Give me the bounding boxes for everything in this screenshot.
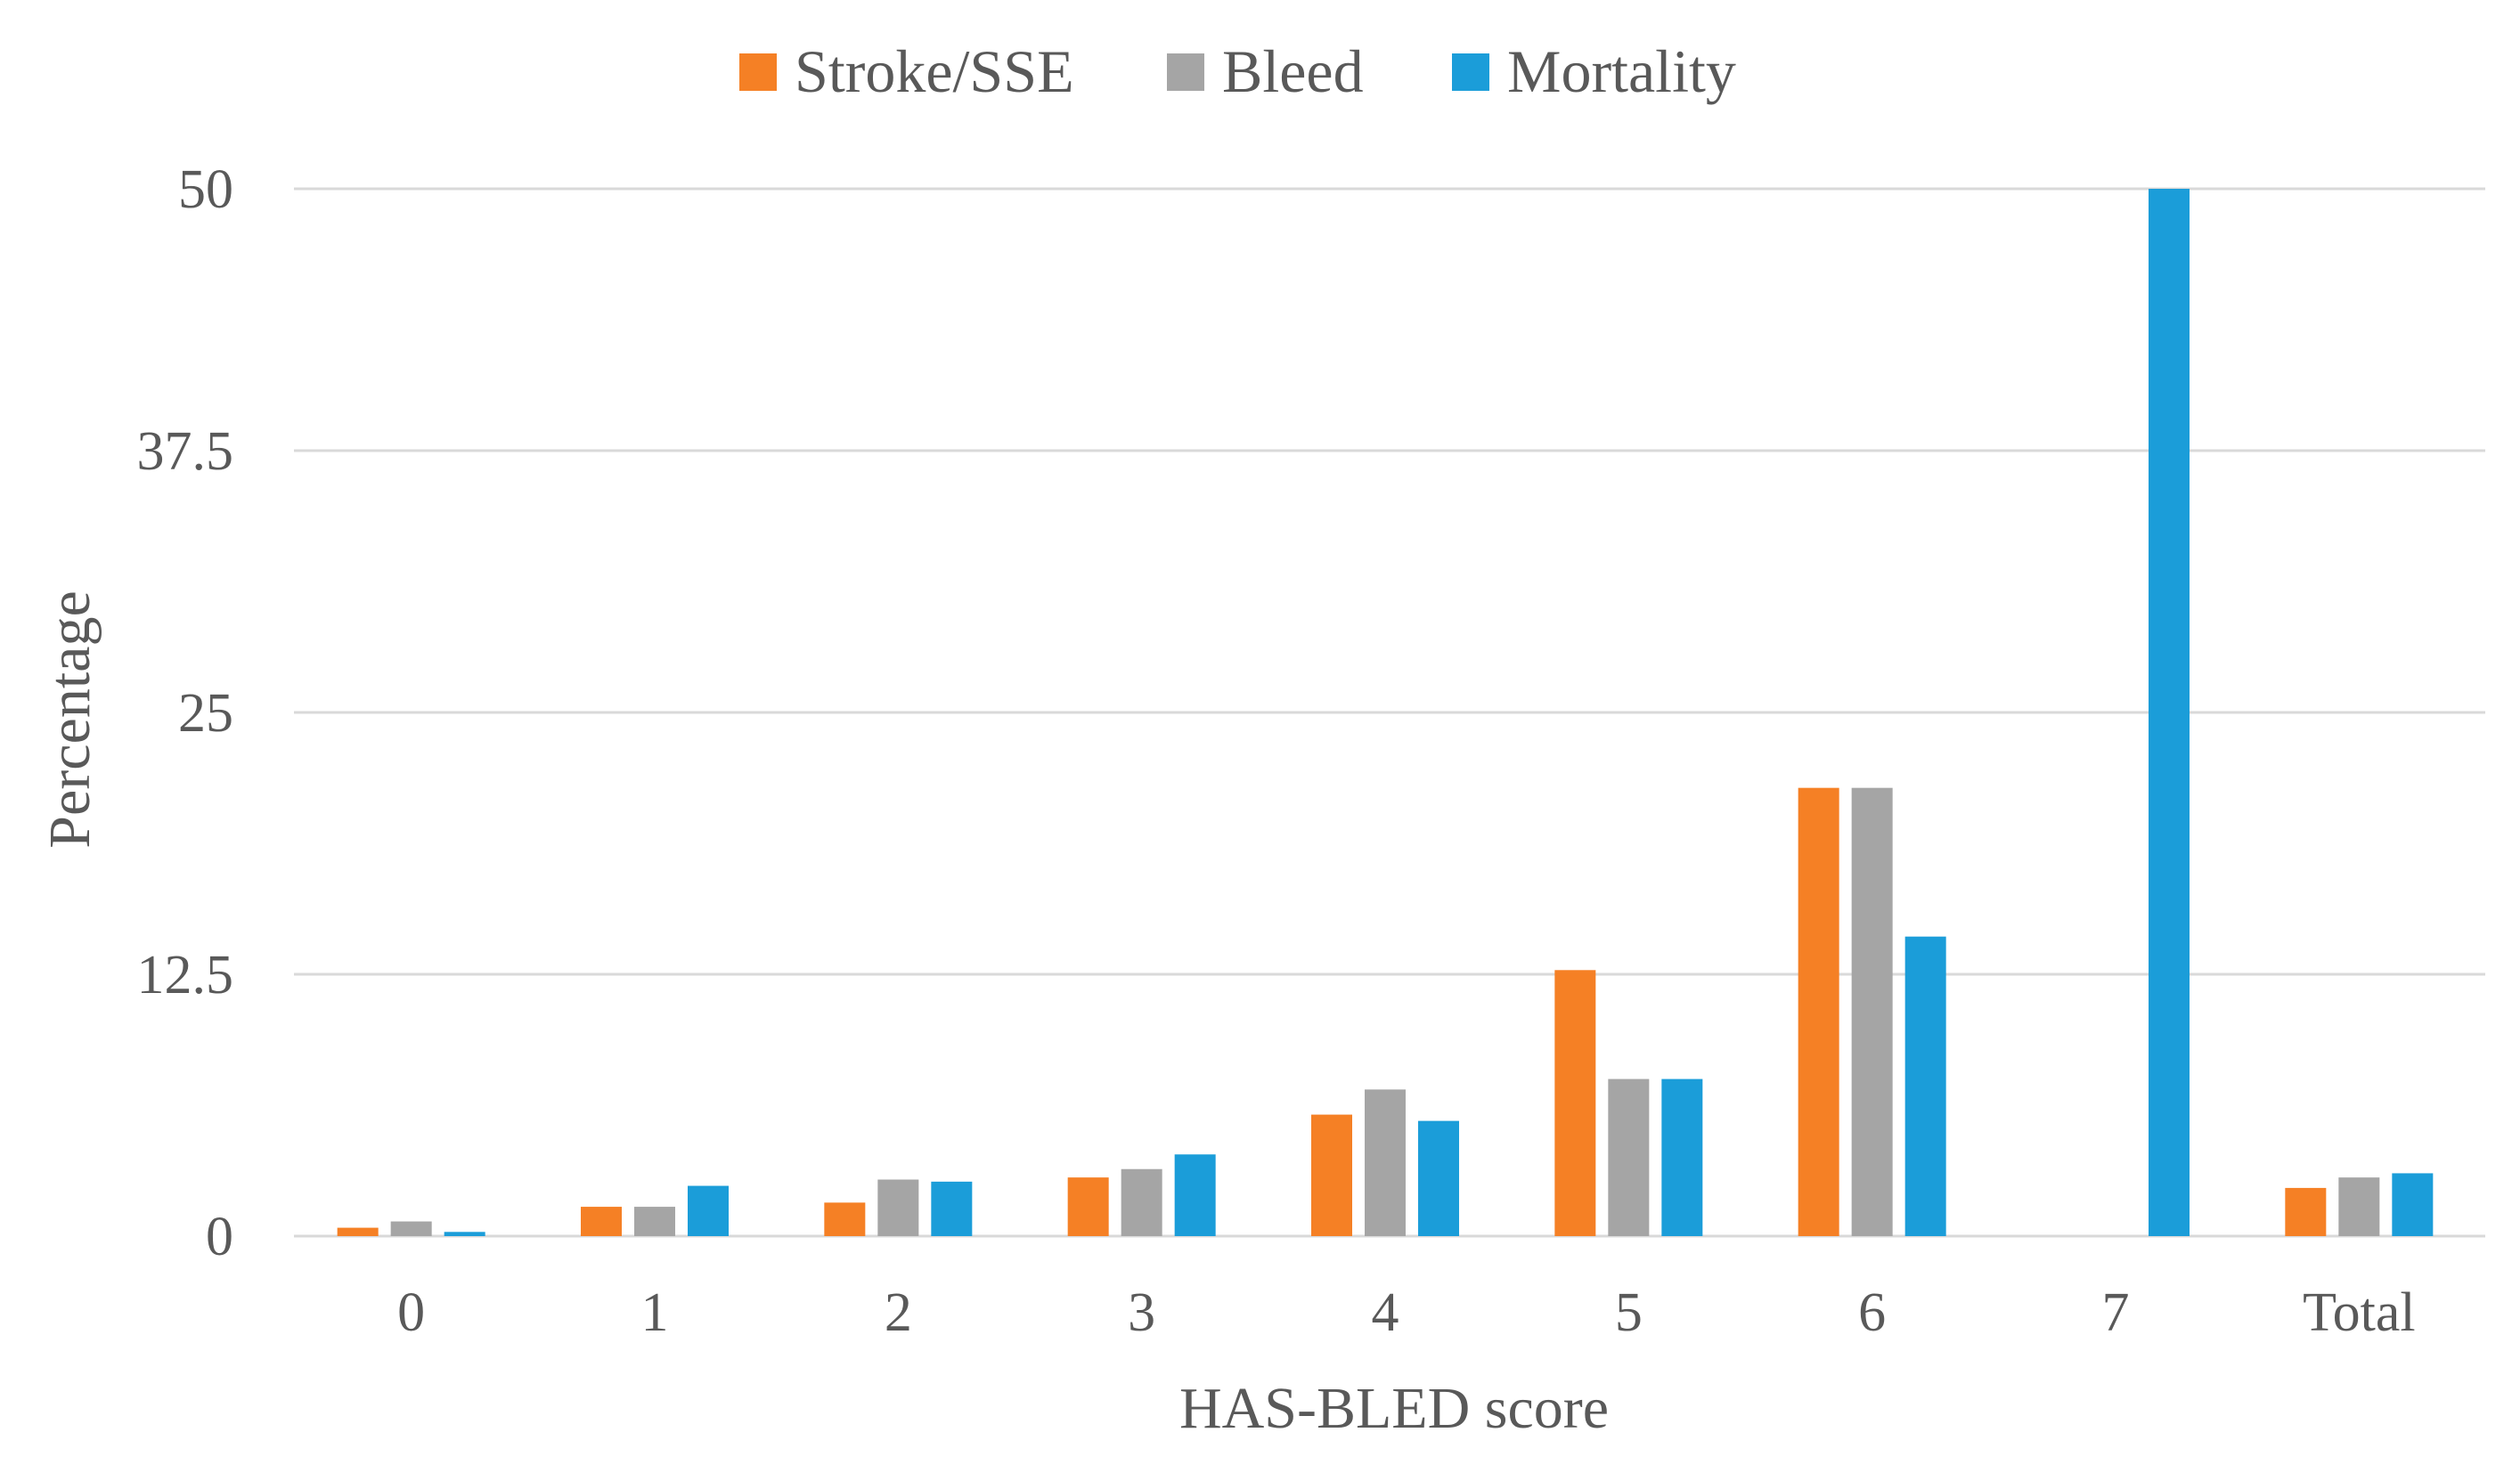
x-tick-label: 7 bbox=[2102, 1282, 2130, 1343]
legend-label: Mortality bbox=[1507, 37, 1736, 105]
bar-stroke-sse-5 bbox=[1554, 970, 1596, 1236]
bar-stroke-sse-2 bbox=[824, 1202, 866, 1236]
bar-mortality-0 bbox=[444, 1232, 485, 1236]
bar-mortality-7 bbox=[2149, 189, 2190, 1236]
legend: Stroke/SSE Bleed Mortality bbox=[739, 37, 1736, 105]
y-axis-ticks: 0 12.5 25 37.5 50 bbox=[137, 159, 234, 1267]
bar-mortality-2 bbox=[931, 1181, 973, 1236]
bar-mortality-total bbox=[2392, 1173, 2434, 1236]
bar-mortality-3 bbox=[1174, 1154, 1216, 1236]
legend-label: Stroke/SSE bbox=[795, 37, 1074, 105]
x-tick-label: 5 bbox=[1615, 1282, 1643, 1343]
y-tick-label: 12.5 bbox=[137, 945, 234, 1005]
y-tick-label: 0 bbox=[206, 1207, 233, 1267]
bar-bleed-6 bbox=[1851, 787, 1893, 1236]
gridlines bbox=[294, 187, 2485, 1238]
bar-bleed-0 bbox=[390, 1221, 432, 1236]
x-tick-label: 1 bbox=[641, 1282, 669, 1343]
bar-mortality-4 bbox=[1418, 1120, 1459, 1236]
bar-stroke-sse-0 bbox=[337, 1227, 379, 1236]
bar-stroke-sse-3 bbox=[1067, 1177, 1109, 1236]
bar-bleed-total bbox=[2338, 1177, 2380, 1236]
x-tick-label: 2 bbox=[885, 1282, 912, 1343]
x-tick-label: 4 bbox=[1372, 1282, 1399, 1343]
x-tick-label: 6 bbox=[1858, 1282, 1886, 1343]
bars bbox=[337, 189, 2434, 1236]
bar-bleed-4 bbox=[1365, 1089, 1406, 1236]
legend-swatch-stroke-sse bbox=[739, 53, 777, 91]
y-axis-title: Percentage bbox=[37, 590, 102, 849]
x-tick-label: 0 bbox=[397, 1282, 425, 1343]
y-tick-label: 37.5 bbox=[137, 421, 234, 482]
y-tick-label: 25 bbox=[178, 683, 233, 744]
bar-bleed-3 bbox=[1121, 1168, 1162, 1236]
legend-swatch-bleed bbox=[1167, 53, 1204, 91]
bar-stroke-sse-1 bbox=[581, 1207, 622, 1236]
bar-mortality-1 bbox=[688, 1185, 729, 1236]
bar-bleed-2 bbox=[877, 1179, 919, 1236]
x-tick-label: 3 bbox=[1128, 1282, 1155, 1343]
x-axis-ticks: 0 1 2 3 4 5 6 7 Total bbox=[397, 1282, 2415, 1343]
legend-label: Bleed bbox=[1222, 37, 1364, 105]
bar-stroke-sse-4 bbox=[1311, 1114, 1352, 1236]
bar-bleed-5 bbox=[1608, 1078, 1650, 1236]
bar-bleed-1 bbox=[634, 1207, 675, 1236]
bar-mortality-5 bbox=[1661, 1078, 1703, 1236]
x-axis-title: HAS-BLED score bbox=[1179, 1376, 1609, 1441]
bar-stroke-sse-total bbox=[2285, 1187, 2327, 1236]
bar-stroke-sse-6 bbox=[1798, 787, 1839, 1236]
legend-swatch-mortality bbox=[1452, 53, 1489, 91]
bar-mortality-6 bbox=[1904, 936, 1946, 1236]
x-tick-label: Total bbox=[2303, 1282, 2416, 1343]
y-tick-label: 50 bbox=[178, 159, 233, 220]
